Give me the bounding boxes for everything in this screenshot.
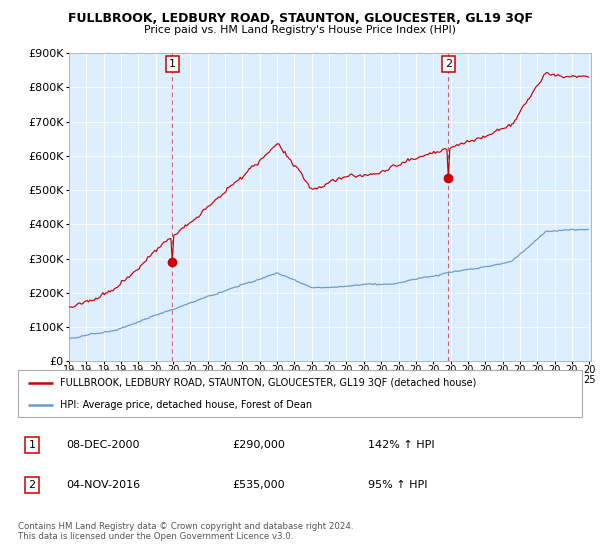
- Text: HPI: Average price, detached house, Forest of Dean: HPI: Average price, detached house, Fore…: [60, 400, 313, 410]
- Text: 142% ↑ HPI: 142% ↑ HPI: [368, 440, 434, 450]
- Text: 2: 2: [445, 59, 452, 69]
- Text: 2: 2: [29, 480, 35, 490]
- Text: £535,000: £535,000: [232, 480, 285, 490]
- Text: Contains HM Land Registry data © Crown copyright and database right 2024.: Contains HM Land Registry data © Crown c…: [18, 522, 353, 531]
- Text: 95% ↑ HPI: 95% ↑ HPI: [368, 480, 427, 490]
- Text: 1: 1: [169, 59, 176, 69]
- Text: 08-DEC-2000: 08-DEC-2000: [66, 440, 139, 450]
- Text: Price paid vs. HM Land Registry's House Price Index (HPI): Price paid vs. HM Land Registry's House …: [144, 25, 456, 35]
- Text: 1: 1: [29, 440, 35, 450]
- Text: This data is licensed under the Open Government Licence v3.0.: This data is licensed under the Open Gov…: [18, 532, 293, 541]
- Text: 04-NOV-2016: 04-NOV-2016: [66, 480, 140, 490]
- Text: £290,000: £290,000: [232, 440, 285, 450]
- Text: FULLBROOK, LEDBURY ROAD, STAUNTON, GLOUCESTER, GL19 3QF: FULLBROOK, LEDBURY ROAD, STAUNTON, GLOUC…: [67, 12, 533, 25]
- Text: FULLBROOK, LEDBURY ROAD, STAUNTON, GLOUCESTER, GL19 3QF (detached house): FULLBROOK, LEDBURY ROAD, STAUNTON, GLOUC…: [60, 378, 476, 388]
